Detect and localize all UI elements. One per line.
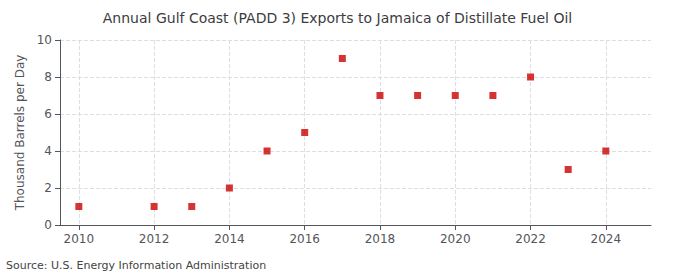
svg-text:4: 4 (44, 144, 52, 158)
svg-text:Annual Gulf Coast (PADD 3) Exp: Annual Gulf Coast (PADD 3) Exports to Ja… (103, 10, 572, 26)
svg-text:2022: 2022 (515, 232, 546, 246)
svg-text:Thousand Barrels per Day: Thousand Barrels per Day (13, 55, 27, 212)
svg-text:2014: 2014 (214, 232, 245, 246)
svg-text:2012: 2012 (139, 232, 170, 246)
svg-text:2018: 2018 (365, 232, 396, 246)
svg-text:6: 6 (44, 107, 52, 121)
svg-text:2020: 2020 (440, 232, 471, 246)
svg-text:Source: U.S. Energy Informatio: Source: U.S. Energy Information Administ… (6, 259, 266, 272)
svg-text:2010: 2010 (64, 232, 95, 246)
svg-text:8: 8 (44, 70, 52, 84)
svg-text:2016: 2016 (289, 232, 320, 246)
svg-text:2024: 2024 (591, 232, 622, 246)
svg-text:0: 0 (44, 218, 52, 232)
svg-text:2: 2 (44, 181, 52, 195)
svg-text:10: 10 (37, 33, 52, 47)
